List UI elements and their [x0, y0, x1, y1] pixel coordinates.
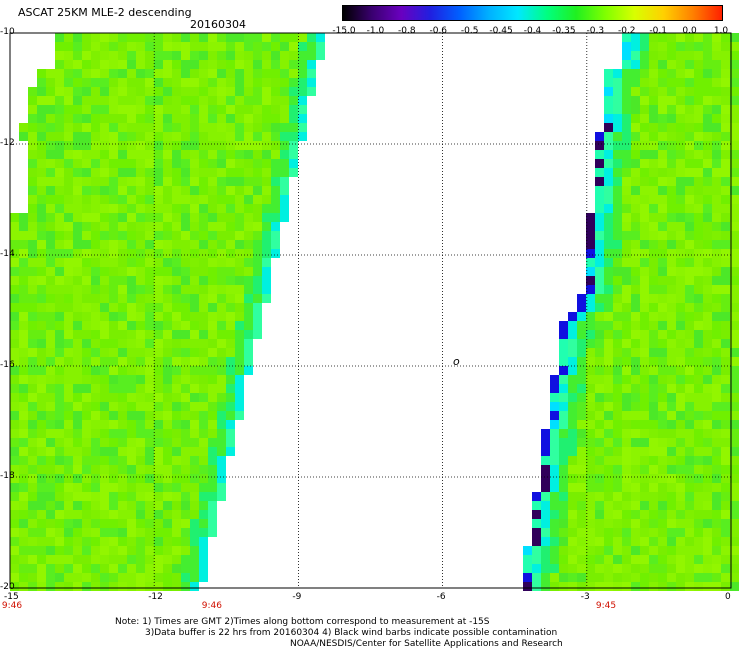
time-label: 9:46 — [1, 601, 23, 611]
x-tick-label: -6 — [436, 592, 446, 602]
colorbar-label: -0.3 — [586, 26, 605, 36]
colorbar-label: -0.8 — [398, 26, 416, 36]
y-tick-label: -16 — [0, 360, 15, 370]
colorbar-label: 0.0 — [682, 26, 697, 36]
colorbar — [342, 5, 723, 21]
swath-left — [10, 33, 325, 591]
x-tick-label: -9 — [292, 592, 302, 602]
x-tick-label: -12 — [148, 592, 163, 602]
colorbar-label: -15.0 — [332, 26, 356, 36]
colorbar-label: -0.6 — [429, 26, 448, 36]
y-tick-label: -12 — [0, 138, 15, 148]
note-line-2: 3)Data buffer is 22 hrs from 20160304 4)… — [145, 628, 558, 638]
colorbar-label: -0.2 — [617, 26, 636, 36]
x-tick-label: -15 — [4, 592, 19, 602]
colorbar-label: -0.1 — [649, 26, 667, 36]
colorbar-label: -0.35 — [552, 26, 576, 36]
note-line-3: NOAA/NESDIS/Center for Satellite Applica… — [290, 639, 563, 649]
y-tick-label: -20 — [0, 582, 15, 592]
y-tick-label: -18 — [0, 471, 15, 481]
map-frame — [9, 32, 732, 589]
colorbar-label: -1.0 — [366, 26, 385, 36]
note-line-1: Note: 1) Times are GMT 2)Times along bot… — [115, 617, 490, 627]
map-marker: o — [453, 355, 460, 368]
colorbar-label: 1.0 — [713, 26, 729, 36]
y-tick-label: -10 — [0, 27, 15, 37]
map-title: ASCAT 25KM MLE-2 descending — [18, 6, 192, 19]
swath-right — [523, 33, 739, 591]
x-tick-label: 0 — [725, 592, 731, 602]
time-label: 9:46 — [201, 601, 222, 611]
x-tick-label: -3 — [580, 592, 590, 602]
y-tick-label: -14 — [0, 249, 15, 259]
time-label: 9:45 — [595, 601, 617, 611]
colorbar-label: -0.4 — [523, 26, 542, 36]
colorbar-label: -0.45 — [489, 26, 513, 36]
map-date: 20160304 — [190, 18, 246, 31]
colorbar-label: -0.5 — [460, 26, 479, 36]
